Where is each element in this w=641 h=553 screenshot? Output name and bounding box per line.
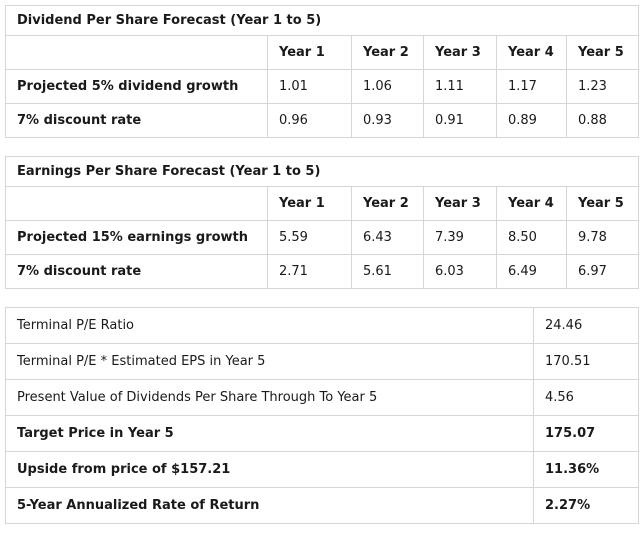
summary-row-label: Terminal P/E Ratio — [5, 307, 534, 344]
value-cell: 1.06 — [351, 69, 424, 104]
value-cell: 1.11 — [423, 69, 497, 104]
value-cell: 0.96 — [267, 103, 352, 138]
dividend-table-title: Dividend Per Share Forecast (Year 1 to 5… — [4, 5, 640, 36]
summary-row-label: Terminal P/E * Estimated EPS in Year 5 — [5, 343, 534, 380]
table-row: 7% discount rate 0.96 0.93 0.91 0.89 0.8… — [5, 103, 640, 138]
year-4-header: Year 4 — [496, 35, 567, 70]
value-cell: 1.23 — [565, 69, 640, 104]
value-cell: 1.17 — [496, 69, 567, 104]
earnings-forecast-table: Earnings Per Share Forecast (Year 1 to 5… — [4, 156, 640, 289]
table-header-row: Year 1 Year 2 Year 3 Year 4 Year 5 — [5, 35, 640, 70]
year-1-header: Year 1 — [267, 35, 352, 70]
value-cell: 5.59 — [267, 220, 352, 255]
summary-row-value: 24.46 — [533, 307, 639, 344]
table-row: 7% discount rate 2.71 5.61 6.03 6.49 6.9… — [5, 254, 640, 289]
year-5-header: Year 5 — [565, 35, 640, 70]
earnings-table-title: Earnings Per Share Forecast (Year 1 to 5… — [4, 156, 640, 187]
year-2-header: Year 2 — [351, 186, 424, 221]
table-title-row: Dividend Per Share Forecast (Year 1 to 5… — [4, 5, 640, 36]
summary-row: Present Value of Dividends Per Share Thr… — [5, 379, 639, 416]
row-label: Projected 15% earnings growth — [5, 220, 268, 255]
year-4-header: Year 4 — [496, 186, 567, 221]
row-label: Projected 5% dividend growth — [5, 69, 268, 104]
summary-row-label: Present Value of Dividends Per Share Thr… — [5, 379, 534, 416]
table-row: Projected 15% earnings growth 5.59 6.43 … — [5, 220, 640, 255]
report-body: Dividend Per Share Forecast (Year 1 to 5… — [4, 5, 640, 524]
summary-row: Terminal P/E * Estimated EPS in Year 5 1… — [5, 343, 639, 380]
summary-row-label: 5-Year Annualized Rate of Return — [5, 487, 534, 524]
value-cell: 6.49 — [496, 254, 567, 289]
summary-row-value: 4.56 — [533, 379, 639, 416]
year-5-header: Year 5 — [565, 186, 640, 221]
row-label: 7% discount rate — [5, 103, 268, 138]
value-cell: 8.50 — [496, 220, 567, 255]
row-label: 7% discount rate — [5, 254, 268, 289]
value-cell: 1.01 — [267, 69, 352, 104]
table-header-row: Year 1 Year 2 Year 3 Year 4 Year 5 — [5, 186, 640, 221]
summary-row: Target Price in Year 5 175.07 — [5, 415, 639, 452]
empty-header-cell — [5, 35, 268, 70]
year-1-header: Year 1 — [267, 186, 352, 221]
year-2-header: Year 2 — [351, 35, 424, 70]
value-cell: 2.71 — [267, 254, 352, 289]
value-cell: 6.97 — [565, 254, 640, 289]
summary-row-value: 170.51 — [533, 343, 639, 380]
summary-row-label: Target Price in Year 5 — [5, 415, 534, 452]
value-cell: 6.43 — [351, 220, 424, 255]
summary-row: Terminal P/E Ratio 24.46 — [5, 307, 639, 344]
summary-row: 5-Year Annualized Rate of Return 2.27% — [5, 487, 639, 524]
table-row: Projected 5% dividend growth 1.01 1.06 1… — [5, 69, 640, 104]
valuation-summary-table: Terminal P/E Ratio 24.46 Terminal P/E * … — [5, 307, 639, 524]
summary-row-value: 175.07 — [533, 415, 639, 452]
summary-row: Upside from price of $157.21 11.36% — [5, 451, 639, 488]
summary-row-value: 2.27% — [533, 487, 639, 524]
value-cell: 9.78 — [565, 220, 640, 255]
value-cell: 6.03 — [423, 254, 497, 289]
table-title-row: Earnings Per Share Forecast (Year 1 to 5… — [4, 156, 640, 187]
value-cell: 0.93 — [351, 103, 424, 138]
year-3-header: Year 3 — [423, 35, 497, 70]
summary-row-value: 11.36% — [533, 451, 639, 488]
value-cell: 0.91 — [423, 103, 497, 138]
value-cell: 0.88 — [565, 103, 640, 138]
empty-header-cell — [5, 186, 268, 221]
dividend-forecast-table: Dividend Per Share Forecast (Year 1 to 5… — [4, 5, 640, 138]
summary-row-label: Upside from price of $157.21 — [5, 451, 534, 488]
year-3-header: Year 3 — [423, 186, 497, 221]
value-cell: 7.39 — [423, 220, 497, 255]
value-cell: 0.89 — [496, 103, 567, 138]
value-cell: 5.61 — [351, 254, 424, 289]
